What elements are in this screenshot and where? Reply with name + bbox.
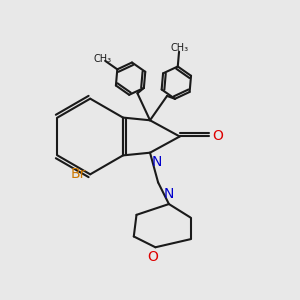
Text: O: O [212,130,223,143]
Text: CH₃: CH₃ [93,54,112,64]
Text: Br: Br [71,167,86,181]
Text: CH₃: CH₃ [170,44,188,53]
Text: N: N [152,155,162,170]
Text: O: O [147,250,158,264]
Text: N: N [164,187,174,201]
